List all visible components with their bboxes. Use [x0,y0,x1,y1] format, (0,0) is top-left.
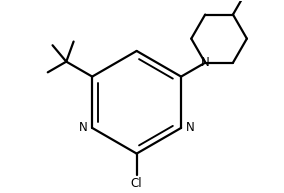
Text: Cl: Cl [131,177,143,190]
Text: N: N [185,121,194,135]
Text: N: N [201,56,210,69]
Text: N: N [79,121,88,135]
